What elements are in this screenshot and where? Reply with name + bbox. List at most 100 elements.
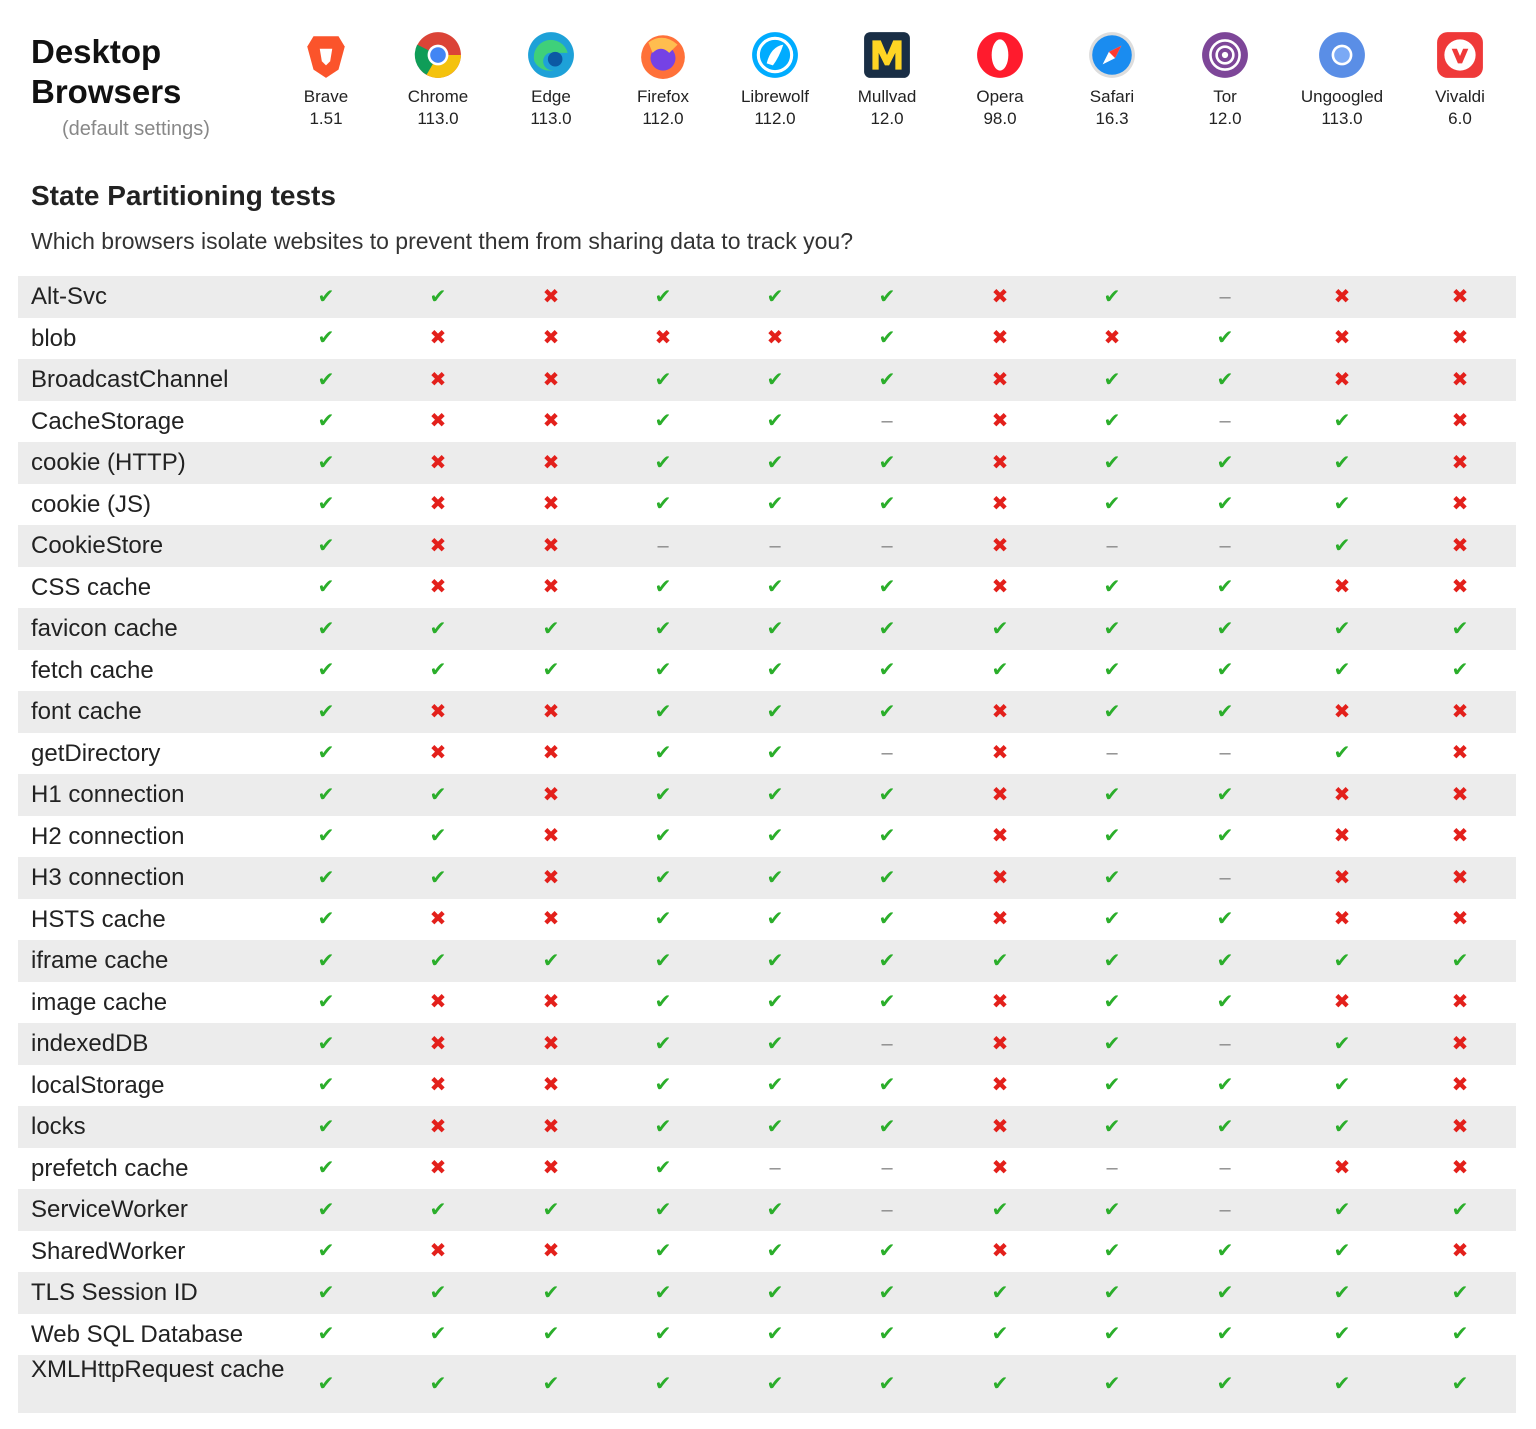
status-cell: ✔ — [317, 991, 335, 1014]
status-cell: ✔ — [317, 1157, 335, 1180]
table-row: TLS Session ID ✔ ✔ ✔ ✔ ✔ ✔ ✔ ✔ ✔ ✔ ✔ — [18, 1272, 1516, 1314]
status-cell: ✖ — [1451, 1157, 1469, 1180]
browser-header: Vivaldi 6.0 — [1400, 30, 1520, 130]
status-cell: ✔ — [1333, 1032, 1351, 1055]
status-cell: ✖ — [542, 1157, 560, 1180]
status-cell: ✖ — [991, 866, 1009, 889]
status-cell: ✔ — [654, 368, 672, 391]
status-cell: ✔ — [429, 1373, 447, 1395]
status-cell: ✔ — [1216, 451, 1234, 474]
status-cell: ✔ — [1333, 410, 1351, 433]
status-cell: ✔ — [317, 742, 335, 765]
status-cell: ✔ — [429, 617, 447, 640]
status-cell: ✔ — [766, 451, 784, 474]
status-cell: – — [769, 534, 781, 557]
status-cell: ✔ — [1333, 1115, 1351, 1138]
status-cell: ✔ — [317, 576, 335, 599]
status-cell: ✔ — [766, 991, 784, 1014]
row-label: favicon cache — [31, 615, 178, 643]
table-row: cookie (HTTP) ✔ ✖ ✖ ✔ ✔ ✔ ✖ ✔ ✔ ✔ ✖ — [18, 442, 1516, 484]
browser-header: Firefox 112.0 — [603, 30, 723, 130]
status-cell: ✔ — [878, 451, 896, 474]
status-cell: ✔ — [1216, 493, 1234, 516]
status-cell: ✖ — [1451, 742, 1469, 765]
status-cell: ✔ — [1103, 1323, 1121, 1346]
status-cell: ✖ — [991, 1157, 1009, 1180]
status-cell: ✔ — [542, 949, 560, 972]
status-cell: ✖ — [542, 1240, 560, 1263]
status-cell: ✔ — [991, 1281, 1009, 1304]
status-cell: ✔ — [654, 576, 672, 599]
section-title: State Partitioning tests — [31, 180, 336, 211]
status-cell: ✖ — [542, 576, 560, 599]
status-cell: ✔ — [654, 991, 672, 1014]
status-cell: ✔ — [1103, 493, 1121, 516]
status-cell: ✔ — [1103, 1373, 1121, 1395]
table-row: CacheStorage ✔ ✖ ✖ ✔ ✔ – ✖ ✔ – ✔ ✖ — [18, 401, 1516, 443]
status-cell: ✖ — [429, 534, 447, 557]
status-cell: ✖ — [542, 908, 560, 931]
row-label: ServiceWorker — [31, 1196, 188, 1224]
status-cell: ✖ — [991, 783, 1009, 806]
status-cell: ✔ — [991, 949, 1009, 972]
status-cell: ✔ — [878, 1281, 896, 1304]
status-cell: ✔ — [542, 659, 560, 682]
status-cell: ✔ — [766, 493, 784, 516]
status-cell: ✖ — [1333, 783, 1351, 806]
status-cell: ✖ — [1451, 991, 1469, 1014]
status-cell: ✔ — [1103, 576, 1121, 599]
status-cell: ✖ — [542, 1115, 560, 1138]
status-cell: ✔ — [542, 1281, 560, 1304]
status-cell: ✖ — [1333, 327, 1351, 350]
status-cell: ✔ — [317, 451, 335, 474]
status-cell: ✔ — [1103, 783, 1121, 806]
status-cell: ✔ — [317, 1198, 335, 1221]
table-row: CSS cache ✔ ✖ ✖ ✔ ✔ ✔ ✖ ✔ ✔ ✖ ✖ — [18, 567, 1516, 609]
status-cell: ✖ — [429, 576, 447, 599]
status-cell: ✖ — [1451, 825, 1469, 848]
status-cell: ✔ — [1216, 617, 1234, 640]
status-cell: ✖ — [542, 700, 560, 723]
status-cell: ✔ — [429, 783, 447, 806]
table-row: blob ✔ ✖ ✖ ✖ ✖ ✔ ✖ ✖ ✔ ✖ ✖ — [18, 318, 1516, 360]
status-cell: ✔ — [1103, 825, 1121, 848]
status-cell: ✔ — [766, 1373, 784, 1395]
status-cell: ✖ — [542, 783, 560, 806]
status-cell: ✖ — [1451, 534, 1469, 557]
status-cell: ✔ — [654, 866, 672, 889]
status-cell: ✔ — [1216, 949, 1234, 972]
status-cell: ✔ — [429, 866, 447, 889]
status-cell: ✔ — [317, 1323, 335, 1346]
status-cell: ✔ — [878, 368, 896, 391]
status-cell: ✔ — [766, 285, 784, 308]
table-row: HSTS cache ✔ ✖ ✖ ✔ ✔ ✔ ✖ ✔ ✔ ✖ ✖ — [18, 899, 1516, 941]
browser-header: Tor 12.0 — [1165, 30, 1285, 130]
status-cell: ✔ — [878, 1373, 896, 1395]
status-cell: ✖ — [1451, 368, 1469, 391]
status-cell: ✖ — [991, 327, 1009, 350]
status-cell: ✔ — [878, 783, 896, 806]
table-row: image cache ✔ ✖ ✖ ✔ ✔ ✔ ✖ ✔ ✔ ✖ ✖ — [18, 982, 1516, 1024]
status-cell: – — [1219, 866, 1231, 889]
status-cell: ✖ — [542, 493, 560, 516]
row-label: localStorage — [31, 1071, 165, 1099]
status-cell: ✔ — [878, 1240, 896, 1263]
status-cell: ✔ — [1103, 1281, 1121, 1304]
status-cell: ✖ — [1333, 1157, 1351, 1180]
status-cell: ✖ — [542, 410, 560, 433]
status-cell: ✔ — [766, 659, 784, 682]
status-cell: ✖ — [991, 410, 1009, 433]
status-cell: ✖ — [991, 700, 1009, 723]
status-cell: ✔ — [542, 617, 560, 640]
status-cell: ✔ — [654, 659, 672, 682]
status-cell: ✖ — [542, 327, 560, 350]
browser-version: 6.0 — [1448, 109, 1472, 128]
status-cell: ✔ — [1333, 617, 1351, 640]
status-cell: ✔ — [1103, 368, 1121, 391]
status-cell: ✖ — [429, 991, 447, 1014]
table-row: Web SQL Database ✔ ✔ ✔ ✔ ✔ ✔ ✔ ✔ ✔ ✔ ✔ — [18, 1314, 1516, 1356]
status-cell: ✔ — [654, 285, 672, 308]
status-cell: ✖ — [1451, 576, 1469, 599]
status-cell: ✔ — [654, 451, 672, 474]
